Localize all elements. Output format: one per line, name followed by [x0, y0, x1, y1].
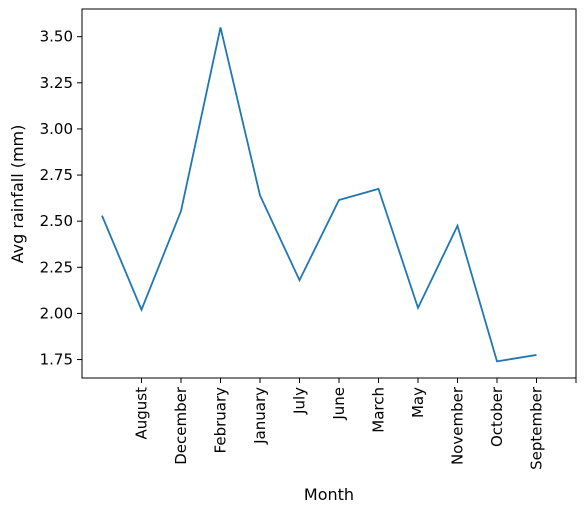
x-axis-label: Month: [304, 485, 354, 504]
x-tick-label: August: [133, 387, 151, 440]
y-tick-label: 3.25: [40, 74, 73, 92]
x-tick-label: September: [528, 386, 546, 470]
x-tick-label: May: [409, 387, 427, 418]
y-tick-label: 3.50: [40, 28, 73, 46]
y-tick-label: 3.00: [40, 120, 73, 138]
x-axis-ticks: August December February January July June Mar…: [133, 378, 577, 470]
y-tick-label: 2.00: [40, 304, 73, 322]
y-tick-label: 1.75: [40, 351, 73, 369]
y-tick-label: 2.50: [40, 212, 73, 230]
x-tick-label: February: [212, 387, 230, 454]
x-tick-label: January: [251, 387, 269, 445]
series-line: [101, 27, 537, 363]
x-tick-label: October: [488, 386, 506, 447]
x-tick-label: March: [370, 387, 388, 433]
x-tick-label: June: [330, 387, 348, 421]
x-tick-label: December: [172, 386, 190, 465]
plot-frame: [81, 8, 577, 379]
x-tick-label: July: [291, 387, 309, 415]
y-axis-label: Avg rainfall (mm): [8, 125, 27, 264]
x-tick-label: November: [449, 386, 467, 465]
y-tick-label: 2.75: [40, 166, 73, 184]
y-axis-ticks: 1.75 2.00 2.25 2.50 2.75 3.00 3.25 3.50: [40, 28, 82, 369]
y-tick-label: 2.25: [40, 258, 73, 276]
